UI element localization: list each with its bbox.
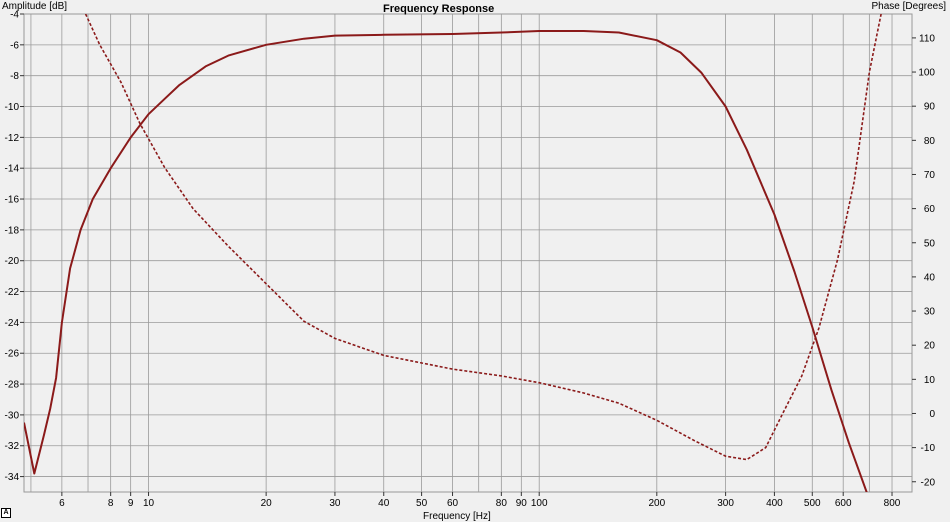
y-left-tick-label: -18 <box>5 225 20 236</box>
y-right-tick-label: 110 <box>919 33 935 44</box>
y-left-tick-label: -30 <box>5 410 20 421</box>
x-tick-label: 50 <box>416 498 428 509</box>
y-left-tick-label: -22 <box>5 287 20 298</box>
y-left-tick-label: -34 <box>5 472 20 483</box>
y-right-tick-label: 60 <box>924 204 936 215</box>
y-left-tick-label: -28 <box>5 380 20 391</box>
y-right-tick-label: 30 <box>924 307 936 318</box>
y-left-tick-label: -12 <box>5 133 20 144</box>
x-axis-label: Frequency [Hz] <box>423 511 491 522</box>
x-tick-label: 800 <box>884 498 901 509</box>
y-left-tick-label: -14 <box>5 164 20 175</box>
y-right-tick-label: -10 <box>921 443 936 454</box>
y-right-tick-label: 50 <box>924 238 936 249</box>
x-tick-label: 300 <box>717 498 734 509</box>
phase-series-line <box>84 14 882 461</box>
y-right-tick-label: 70 <box>924 170 936 181</box>
y-right-tick-label: 0 <box>929 409 935 420</box>
x-tick-label: 500 <box>804 498 821 509</box>
y-left-tick-label: -16 <box>5 195 20 206</box>
x-tick-label: 8 <box>108 498 114 509</box>
y-left-tick-label: -8 <box>10 71 19 82</box>
x-tick-label: 9 <box>128 498 134 509</box>
amplitude-series-line <box>24 30 868 492</box>
y-right-tick-label: 20 <box>924 341 936 352</box>
x-tick-label: 400 <box>766 498 783 509</box>
chart-title: Frequency Response <box>383 3 495 15</box>
x-tick-label: 30 <box>329 498 341 509</box>
left-axis-label: Amplitude [dB] <box>2 1 68 12</box>
x-tick-label: 60 <box>447 498 459 509</box>
y-left-tick-label: -4 <box>10 10 19 21</box>
y-right-tick-label: -20 <box>921 477 936 488</box>
autoscale-icon[interactable]: A <box>1 508 11 518</box>
y-right-tick-label: 100 <box>918 68 935 79</box>
x-tick-label: 40 <box>378 498 390 509</box>
x-tick-label: 600 <box>835 498 852 509</box>
y-left-tick-label: -6 <box>10 40 19 51</box>
y-right-tick-label: 10 <box>924 375 936 386</box>
x-tick-label: 100 <box>531 498 548 509</box>
y-left-tick-label: -20 <box>5 256 20 267</box>
x-tick-label: 6 <box>59 498 65 509</box>
plot-area <box>23 13 913 493</box>
right-axis-label: Phase [Degrees] <box>871 1 947 12</box>
x-tick-label: 20 <box>261 498 273 509</box>
x-tick-label: 80 <box>496 498 508 509</box>
y-right-tick-label: 90 <box>924 102 936 113</box>
y-right-tick-label: 80 <box>924 136 936 147</box>
y-left-tick-label: -10 <box>5 102 20 113</box>
y-right-tick-label: 40 <box>924 272 936 283</box>
x-tick-label: 90 <box>516 498 528 509</box>
x-tick-label: 10 <box>143 498 155 509</box>
x-tick-label: 200 <box>648 498 665 509</box>
y-left-tick-label: -24 <box>5 318 20 329</box>
y-left-tick-label: -26 <box>5 349 20 360</box>
y-left-tick-label: -32 <box>5 441 20 452</box>
